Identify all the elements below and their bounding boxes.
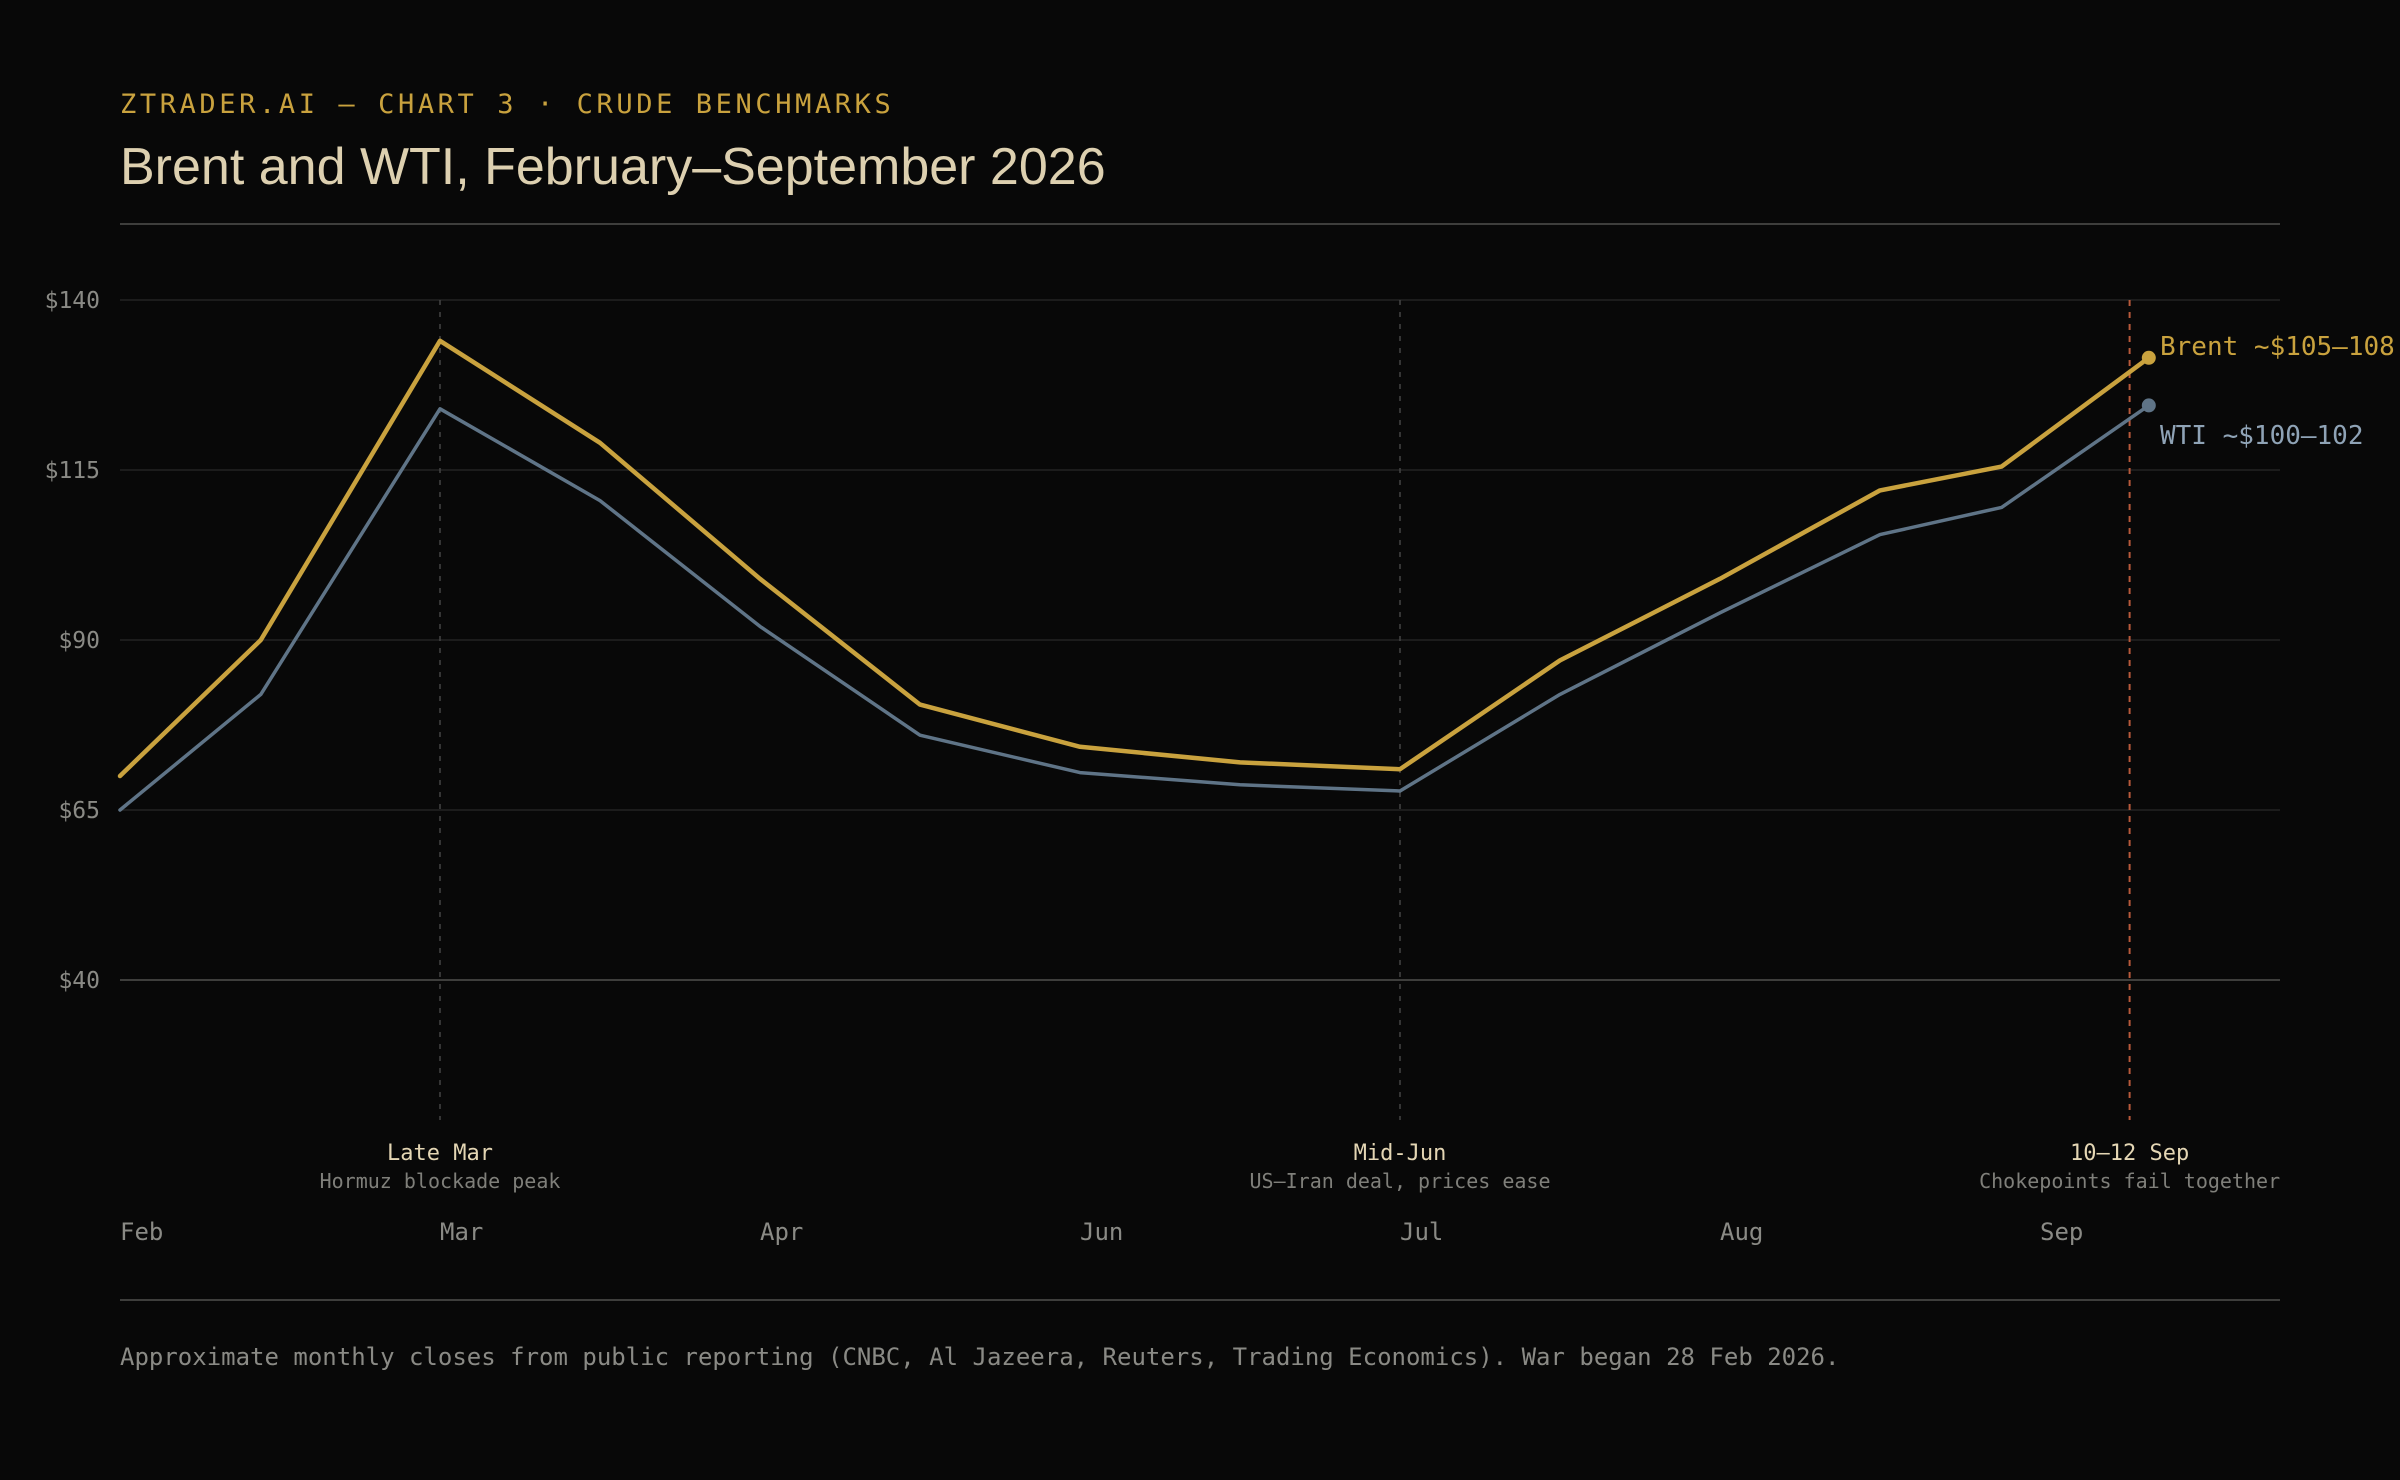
series-endpoint-brent xyxy=(2141,350,2156,365)
y-axis: $140 $115 $90 $65 $40 xyxy=(45,288,100,994)
annotations: Late Mar Hormuz blockade peak Mid-Jun US–Ir… xyxy=(320,300,2280,1193)
y-tick-label: $40 xyxy=(58,968,100,994)
series-line-wti xyxy=(118,403,2151,812)
grid-lines xyxy=(120,299,2280,981)
annotation-title: 10–12 Sep xyxy=(2070,1141,2189,1166)
y-tick-label: $140 xyxy=(45,288,100,314)
end-labels: Brent ~$105–108 WTI ~$100–102 xyxy=(2160,332,2395,451)
annotation-subtitle: US–Iran deal, prices ease xyxy=(1249,1169,1550,1193)
x-tick-label: Jun xyxy=(1080,1218,1123,1246)
annotation-title: Mid-Jun xyxy=(1354,1141,1447,1166)
annotation-title: Late Mar xyxy=(387,1141,493,1166)
x-tick-label: Feb xyxy=(120,1218,163,1246)
x-axis: Feb Mar Apr Jun Jul Aug Sep xyxy=(120,1218,2083,1246)
y-tick-label: $65 xyxy=(58,798,100,824)
series-end-label-brent: Brent ~$105–108 xyxy=(2160,332,2395,362)
x-tick-label: Mar xyxy=(440,1218,483,1246)
series-endpoint-wti xyxy=(2141,398,2156,413)
series xyxy=(117,338,2156,812)
x-tick-label: Apr xyxy=(760,1218,803,1246)
x-tick-label: Sep xyxy=(2040,1218,2083,1246)
x-tick-label: Jul xyxy=(1400,1218,1443,1246)
series-end-label-wti: WTI ~$100–102 xyxy=(2160,421,2364,451)
series-line-brent xyxy=(117,338,2152,779)
annotation-subtitle: Chokepoints fail together xyxy=(1979,1169,2280,1193)
y-tick-label: $90 xyxy=(58,628,100,654)
y-tick-label: $115 xyxy=(45,458,100,484)
footnote: Approximate monthly closes from public r… xyxy=(120,1343,1839,1371)
chart-kicker: ZTRADER.AI — CHART 3 · CRUDE BENCHMARKS xyxy=(120,89,894,120)
chart-title: Brent and WTI, February–September 2026 xyxy=(120,138,1106,196)
x-tick-label: Aug xyxy=(1720,1218,1763,1246)
annotation-subtitle: Hormuz blockade peak xyxy=(320,1169,561,1193)
